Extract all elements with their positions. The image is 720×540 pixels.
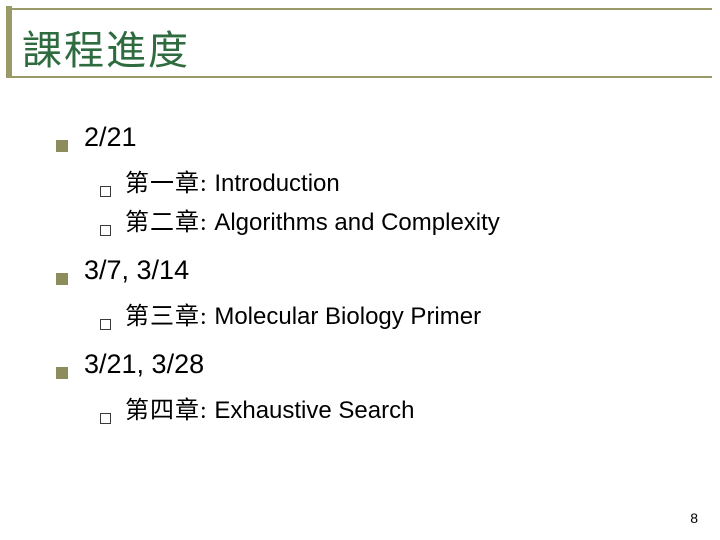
chapter-label: 第三章: (125, 304, 208, 330)
list-item-text: 第一章: Introduction (125, 163, 340, 198)
section-date: 2/21 (84, 122, 137, 153)
chapter-title: Algorithms and Complexity (208, 209, 500, 236)
chapter-title: Exhaustive Search (208, 397, 415, 424)
list-item-text: 第三章: Molecular Biology Primer (125, 296, 481, 331)
chapter-label: 第四章: (125, 398, 208, 424)
list-item-text: 第二章: Algorithms and Complexity (125, 202, 500, 237)
slide-title: 課程進度 (22, 18, 720, 76)
section-items: 第四章: Exhaustive Search (56, 390, 680, 425)
bullet-square-icon (56, 367, 68, 379)
chapter-title: Molecular Biology Primer (208, 303, 481, 330)
slide: 課程進度 2/21 第一章: Introduction 第二章: Algorit… (0, 0, 720, 540)
list-item-text: 第四章: Exhaustive Search (125, 390, 414, 425)
chapter-title: Introduction (208, 170, 340, 197)
title-area: 課程進度 (0, 0, 720, 82)
title-rule-bottom (8, 76, 712, 78)
list-item: 第四章: Exhaustive Search (100, 390, 680, 425)
section-header: 3/21, 3/28 (56, 349, 680, 380)
section-items: 第三章: Molecular Biology Primer (56, 296, 680, 331)
chapter-label: 第一章: (125, 171, 208, 197)
bullet-square-icon (56, 273, 68, 285)
page-number: 8 (690, 510, 698, 526)
list-item: 第二章: Algorithms and Complexity (100, 202, 680, 237)
content-area: 2/21 第一章: Introduction 第二章: Algorithms a… (0, 82, 720, 425)
bullet-open-icon (100, 186, 111, 197)
list-item: 第三章: Molecular Biology Primer (100, 296, 680, 331)
list-item: 第一章: Introduction (100, 163, 680, 198)
section: 3/7, 3/14 第三章: Molecular Biology Primer (56, 255, 680, 331)
section: 3/21, 3/28 第四章: Exhaustive Search (56, 349, 680, 425)
bullet-square-icon (56, 140, 68, 152)
chapter-label: 第二章: (125, 210, 208, 236)
bullet-open-icon (100, 413, 111, 424)
section-date: 3/7, 3/14 (84, 255, 189, 286)
section-date: 3/21, 3/28 (84, 349, 204, 380)
section-header: 3/7, 3/14 (56, 255, 680, 286)
bullet-open-icon (100, 225, 111, 236)
section-items: 第一章: Introduction 第二章: Algorithms and Co… (56, 163, 680, 237)
section: 2/21 第一章: Introduction 第二章: Algorithms a… (56, 122, 680, 237)
bullet-open-icon (100, 319, 111, 330)
section-header: 2/21 (56, 122, 680, 153)
